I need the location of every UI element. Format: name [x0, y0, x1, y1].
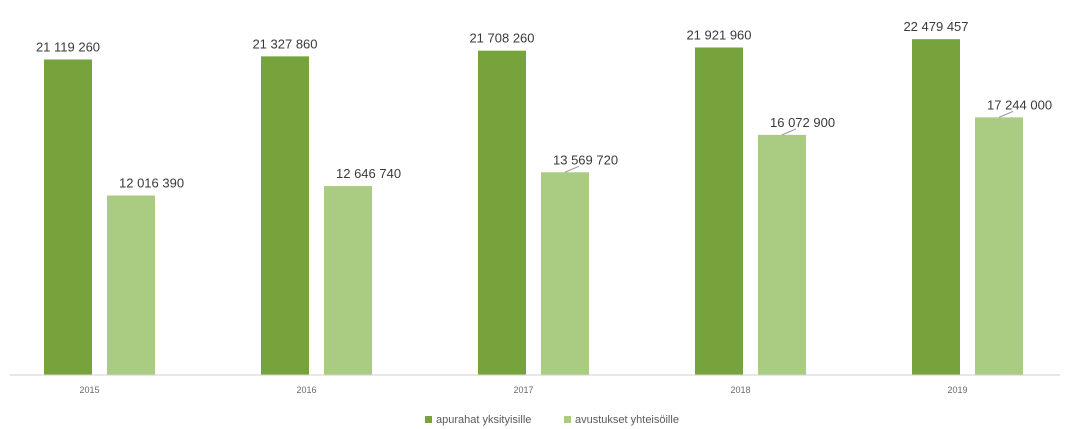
bar-avustukset-2017 — [541, 172, 589, 375]
bar-avustukset-2015 — [107, 195, 155, 375]
legend-label-avustukset: avustukset yhteisöille — [575, 414, 679, 426]
x-tick-label-2017: 2017 — [513, 385, 533, 395]
data-label-avustukset-2016: 12 646 740 — [336, 166, 401, 181]
data-label-avustukset-2015: 12 016 390 — [119, 175, 184, 190]
data-label-avustukset-2019: 17 244 000 — [987, 97, 1052, 112]
bars-layer — [44, 39, 1023, 376]
data-label-apurahat-2018: 21 921 960 — [686, 27, 751, 42]
bar-apurahat-2019 — [912, 39, 960, 375]
legend-label-apurahat: apurahat yksityisille — [436, 414, 531, 426]
x-tick-label-2016: 2016 — [296, 385, 316, 395]
leader-line-2019 — [998, 110, 1014, 118]
data-label-avustukset-2018: 16 072 900 — [770, 115, 835, 130]
leader-lines-layer — [564, 110, 1014, 173]
bar-avustukset-2019 — [975, 117, 1023, 376]
data-label-apurahat-2015: 21 119 260 — [36, 39, 100, 54]
legend: apurahat yksityisille avustukset yhteisö… — [425, 414, 679, 426]
data-label-avustukset-2017: 13 569 720 — [553, 152, 618, 167]
leader-line-2017 — [564, 165, 580, 173]
data-label-apurahat-2016: 21 327 860 — [252, 36, 317, 51]
data-label-apurahat-2017: 21 708 260 — [469, 31, 534, 46]
bar-apurahat-2017 — [478, 50, 526, 376]
data-labels-layer: 21 119 260 12 016 390 21 327 860 12 646 740… — [36, 19, 1052, 190]
x-tick-label-2018: 2018 — [730, 385, 750, 395]
bar-apurahat-2018 — [695, 47, 743, 376]
leader-line-2018 — [781, 128, 797, 136]
x-tick-label-2019: 2019 — [947, 385, 967, 395]
bar-avustukset-2016 — [324, 186, 372, 375]
legend-item-apurahat: apurahat yksityisille — [425, 414, 531, 426]
x-tick-label-2015: 2015 — [79, 385, 99, 395]
legend-swatch-avustukset — [564, 416, 571, 423]
data-label-apurahat-2019: 22 479 457 — [903, 19, 968, 34]
legend-swatch-apurahat — [425, 416, 432, 423]
bar-avustukset-2018 — [758, 134, 806, 375]
legend-item-avustukset: avustukset yhteisöille — [564, 414, 679, 426]
bar-apurahat-2015 — [44, 59, 92, 375]
x-tick-labels-layer: 2015 2016 2017 2018 2019 — [79, 385, 967, 395]
bar-apurahat-2016 — [261, 56, 309, 376]
